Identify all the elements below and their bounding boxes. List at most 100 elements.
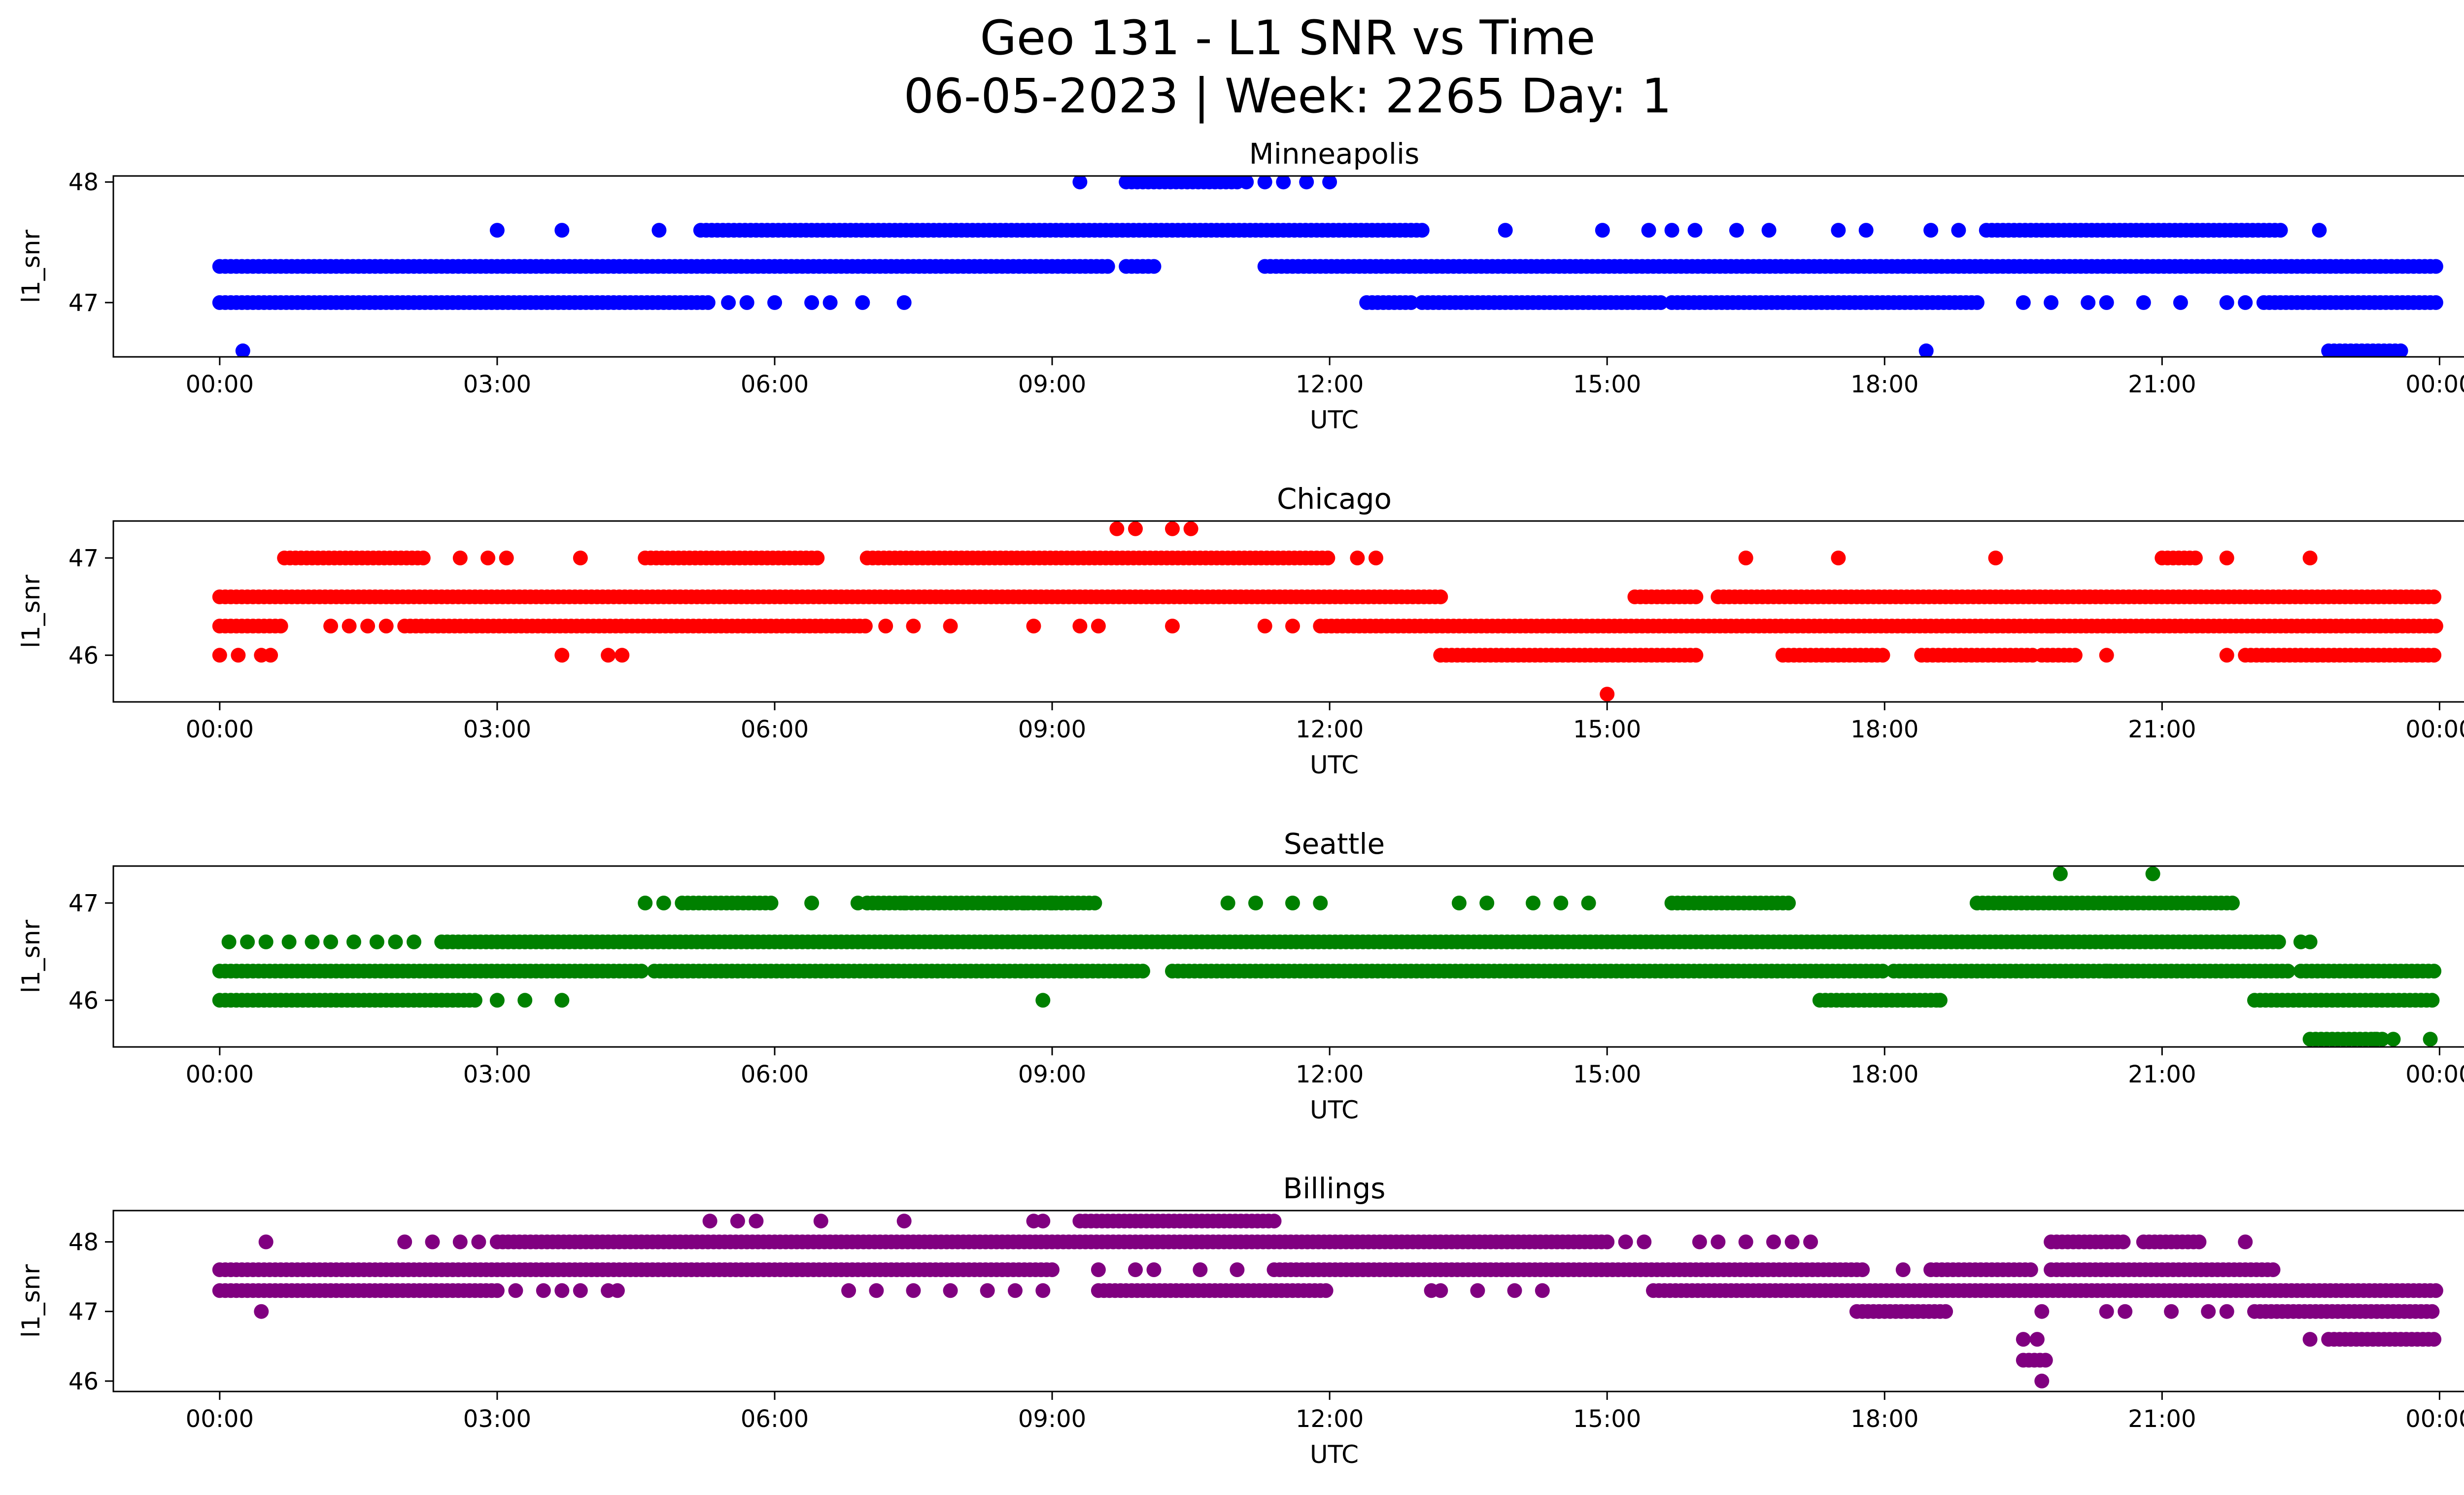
x-tick-label: 00:00 [2405,1061,2464,1088]
data-point [763,896,779,910]
x-tick-label: 03:00 [463,371,531,398]
data-point [1875,964,1890,979]
data-point [841,1283,856,1298]
data-point [1553,896,1569,910]
data-point [2016,295,2031,310]
data-point [1183,521,1198,536]
x-tick-label: 00:00 [186,1405,254,1433]
data-point [1257,619,1272,634]
data-point [804,896,820,910]
x-tick-label: 21:00 [2128,371,2196,398]
data-point [2034,1304,2050,1319]
data-point [730,1214,745,1229]
data-point [1618,1234,1633,1250]
data-point [2302,1332,2318,1347]
data-point [397,1234,412,1250]
data-point [1664,223,1679,238]
figure-title-line2: 06-05-2023 | Week: 2265 Day: 1 [903,69,1672,124]
data-point [2427,1332,2442,1347]
data-point [1855,1262,1870,1277]
data-point [1470,1283,1485,1298]
axes-frame [112,175,2464,358]
data-point [554,223,570,238]
data-point [2081,295,2096,310]
data-point [1738,1234,1753,1250]
x-tick-label: 00:00 [2405,716,2464,743]
data-point [1146,259,1162,274]
data-point [1479,896,1495,910]
subplot-billings: 00:00 03:00 06:00 09:00 12:00 15:00 18:00 21:00… [17,1172,2464,1469]
data-point [869,1283,884,1298]
data-point [2136,295,2151,310]
data-point [258,934,274,949]
data-point [452,1234,468,1250]
data-point [2038,1353,2053,1368]
data-point [1035,1214,1051,1229]
x-tick-label: 03:00 [463,1061,531,1088]
data-point [554,1283,570,1298]
data-point [2265,1262,2281,1277]
x-tick-label: 18:00 [1850,1405,1918,1433]
data-point [1451,896,1467,910]
x-tick-label: 06:00 [741,1405,809,1433]
data-point [850,896,865,910]
data-point [1875,648,1890,663]
x-tick-label: 18:00 [1850,1061,1918,1088]
data-point [2118,1304,2133,1319]
data-point [601,648,616,663]
data-point [2428,259,2443,274]
data-point [1017,896,1032,910]
data-point [1276,176,1291,190]
data-point [1128,1262,1143,1277]
data-point [2044,619,2059,634]
data-point [638,896,653,910]
x-tick-label: 15:00 [1573,1061,1641,1088]
data-point [822,295,838,310]
data-point [415,551,431,565]
data-point [1322,176,1337,190]
data-point [240,934,255,949]
data-point [452,551,468,565]
scatter-points [212,866,2442,1047]
data-point [573,551,588,565]
x-tick-label: 12:00 [1296,1405,1364,1433]
data-point [323,934,339,949]
data-point [2302,934,2318,949]
data-point [2067,648,2083,663]
data-point [1299,176,1314,190]
data-point [1969,295,1985,310]
data-point [2427,648,2442,663]
data-point [1109,521,1125,536]
data-point [813,1214,828,1229]
subplot-title: Chicago [1277,482,1392,516]
data-point [1035,993,1051,1008]
data-point [258,1234,274,1250]
y-tick-label: 47 [68,890,99,917]
data-point [378,619,394,634]
x-tick-label: 09:00 [1018,1405,1086,1433]
x-tick-label: 03:00 [463,716,531,743]
data-point [2280,964,2295,979]
data-point [1008,1283,1023,1298]
data-point [2099,964,2114,979]
data-point [2219,648,2234,663]
data-point [1045,896,1060,910]
data-point [467,993,482,1008]
data-point [2034,1373,2050,1389]
data-point [1414,223,1430,238]
data-point [2191,1234,2207,1250]
data-point [1087,896,1102,910]
x-tick-label: 09:00 [1018,1061,1086,1088]
subplot-chicago: 00:00 03:00 06:00 09:00 12:00 15:00 18:00 21:00… [17,482,2464,779]
data-point [489,993,505,1008]
data-point [2238,295,2253,310]
data-point [369,934,384,949]
data-point [1938,1304,1953,1319]
y-axis-label: l1_snr [17,920,45,993]
x-tick-label: 12:00 [1296,1061,1364,1088]
data-point [1220,896,1235,910]
axes-frame [112,520,2464,703]
data-point [1831,223,1846,238]
data-point [2273,223,2288,238]
data-point [342,619,357,634]
